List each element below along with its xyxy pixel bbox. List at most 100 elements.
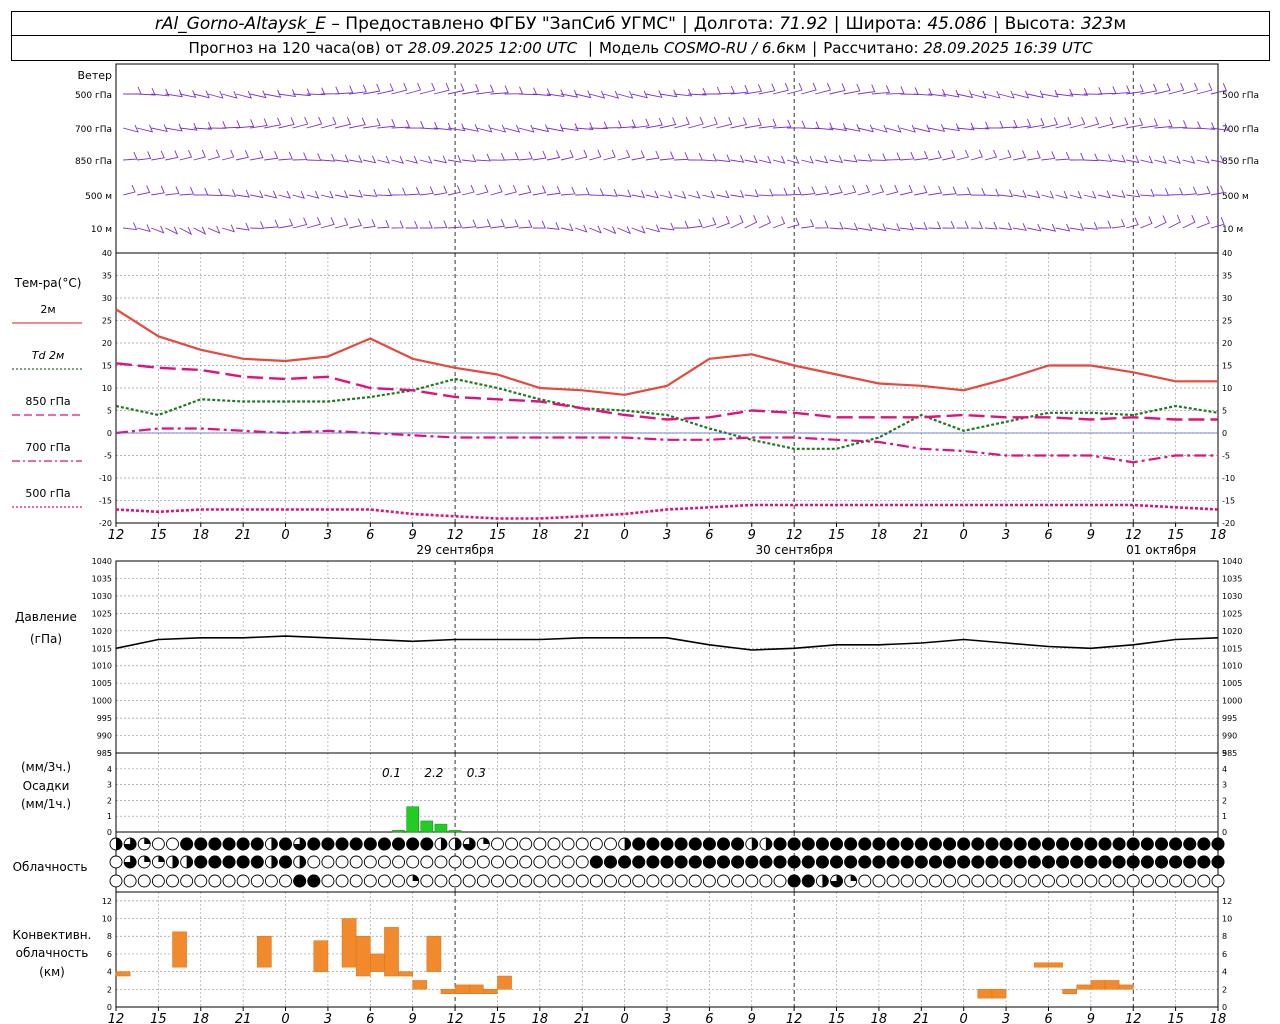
cloud-symbol-fill xyxy=(787,874,801,888)
wind-barb xyxy=(405,155,418,164)
cloud-symbol xyxy=(731,874,745,888)
cloud-symbol-fill xyxy=(787,855,801,869)
y-tick-label-right: 2 xyxy=(1222,985,1227,994)
wind-level-label-right: 500 гПа xyxy=(1222,91,1259,101)
y-tick-label-right: 985 xyxy=(1222,749,1237,758)
wind-barb xyxy=(673,116,690,129)
wind-barb xyxy=(433,122,452,131)
cloud-symbol xyxy=(674,874,688,888)
cloud-symbol xyxy=(151,874,165,888)
cloud-symbol xyxy=(476,855,490,869)
cloud-symbol-fill xyxy=(222,855,236,869)
separator: | xyxy=(682,13,688,34)
cloud-symbol-fill xyxy=(745,855,759,869)
wind-barb xyxy=(871,153,887,161)
cloud-symbol-fill xyxy=(349,837,363,851)
cloud-symbol-fill xyxy=(886,855,900,869)
wind-barb xyxy=(391,156,404,164)
wind-barb xyxy=(801,82,817,95)
wind-barb xyxy=(1055,190,1068,199)
wind-barb xyxy=(857,84,876,95)
wind-barb xyxy=(772,216,786,229)
cloud-symbol-fill xyxy=(1155,855,1168,869)
wind-barb xyxy=(193,187,209,196)
y-tick-label-right: -15 xyxy=(1222,497,1235,506)
wind-barb xyxy=(1083,116,1100,129)
wind-barb xyxy=(1097,220,1112,229)
header-line-1: rAl_Gorno-Altaysk_E – Предоставлено ФГБУ… xyxy=(11,11,1270,36)
wind-barb xyxy=(956,221,969,229)
wind-barb xyxy=(560,149,574,161)
cloud-symbol xyxy=(307,855,321,869)
cloud-symbol xyxy=(377,855,391,869)
cloud-symbol xyxy=(462,855,476,869)
cloud-symbol-fill xyxy=(236,837,250,851)
cloud-symbol-fill xyxy=(801,874,815,888)
y-tick-label-left: 1025 xyxy=(92,609,112,618)
wind-level-label-left: 700 гПа xyxy=(75,125,112,135)
wind-barb xyxy=(688,87,707,96)
wind-barb xyxy=(1111,85,1131,95)
x-tick-label: 0 xyxy=(281,528,289,543)
forecast-label: Прогноз на 120 часа(ов) от xyxy=(188,39,404,57)
conv-cloud-bar xyxy=(1048,962,1063,968)
cloud-symbol xyxy=(222,874,236,888)
wind-barb xyxy=(235,90,252,99)
wind-barb xyxy=(688,219,703,229)
wind-barb xyxy=(363,118,381,129)
cloud-symbol-fill xyxy=(943,855,957,869)
x-tick-label: 9 xyxy=(748,528,756,543)
wind-barb xyxy=(659,151,675,161)
wind-barb xyxy=(942,89,960,98)
x-tick-label: 3 xyxy=(324,528,332,543)
wind-barb xyxy=(815,220,829,229)
cloud-symbol xyxy=(505,855,519,869)
wind-barb xyxy=(490,124,507,133)
cloud-symbol-fill xyxy=(1042,855,1055,869)
cloud-symbol xyxy=(335,855,349,869)
cloud-symbol-fill xyxy=(279,837,292,851)
cloud-symbol xyxy=(773,874,787,888)
wind-barb xyxy=(349,189,363,198)
cloud-symbol xyxy=(604,837,617,851)
wind-barb xyxy=(970,149,983,161)
wind-barb xyxy=(1012,90,1030,99)
x-tick-label: 15 xyxy=(489,528,506,543)
x-tick-label: 15 xyxy=(1167,528,1184,543)
wind-barb xyxy=(829,155,843,163)
wind-barb xyxy=(1111,117,1129,129)
temp-title: Тем-ра(°С) xyxy=(14,276,82,290)
wind-barb xyxy=(476,124,493,133)
cloud-symbol-fill xyxy=(646,855,660,869)
wind-barb xyxy=(787,187,802,196)
wind-barb xyxy=(885,124,902,133)
wind-barb xyxy=(1182,155,1196,164)
wind-barb xyxy=(589,188,604,196)
panel-frame-prec xyxy=(115,752,1219,833)
cloud-symbol xyxy=(166,874,179,888)
wind-barb xyxy=(476,84,495,95)
wind-barb xyxy=(970,221,984,229)
wind-barb xyxy=(914,88,933,96)
y-tick-label-left: 995 xyxy=(97,714,112,723)
y-tick-label-left: 5 xyxy=(107,749,112,758)
cloud-symbol xyxy=(1042,874,1055,888)
wind-barb xyxy=(123,151,138,161)
wind-barb xyxy=(490,153,506,161)
cloud-symbol xyxy=(1013,874,1027,888)
x-tick-label: 18 xyxy=(871,1012,888,1024)
wind-barb xyxy=(122,184,136,196)
wind-barb xyxy=(151,150,165,161)
y-tick-label-left: -5 xyxy=(104,452,112,461)
wind-barb xyxy=(843,83,861,95)
wind-barb xyxy=(645,90,663,98)
temp-series-line xyxy=(115,362,1218,421)
x-tick-label: 3 xyxy=(1002,528,1010,543)
wind-barb xyxy=(829,185,843,196)
cloud-symbol xyxy=(618,874,632,888)
cloud-symbol-fill xyxy=(914,855,928,869)
y-tick-label-right: 25 xyxy=(1222,317,1232,326)
y-tick-label-right: 1040 xyxy=(1222,557,1242,566)
wind-barb xyxy=(334,190,349,199)
cloud-symbol xyxy=(123,874,137,888)
